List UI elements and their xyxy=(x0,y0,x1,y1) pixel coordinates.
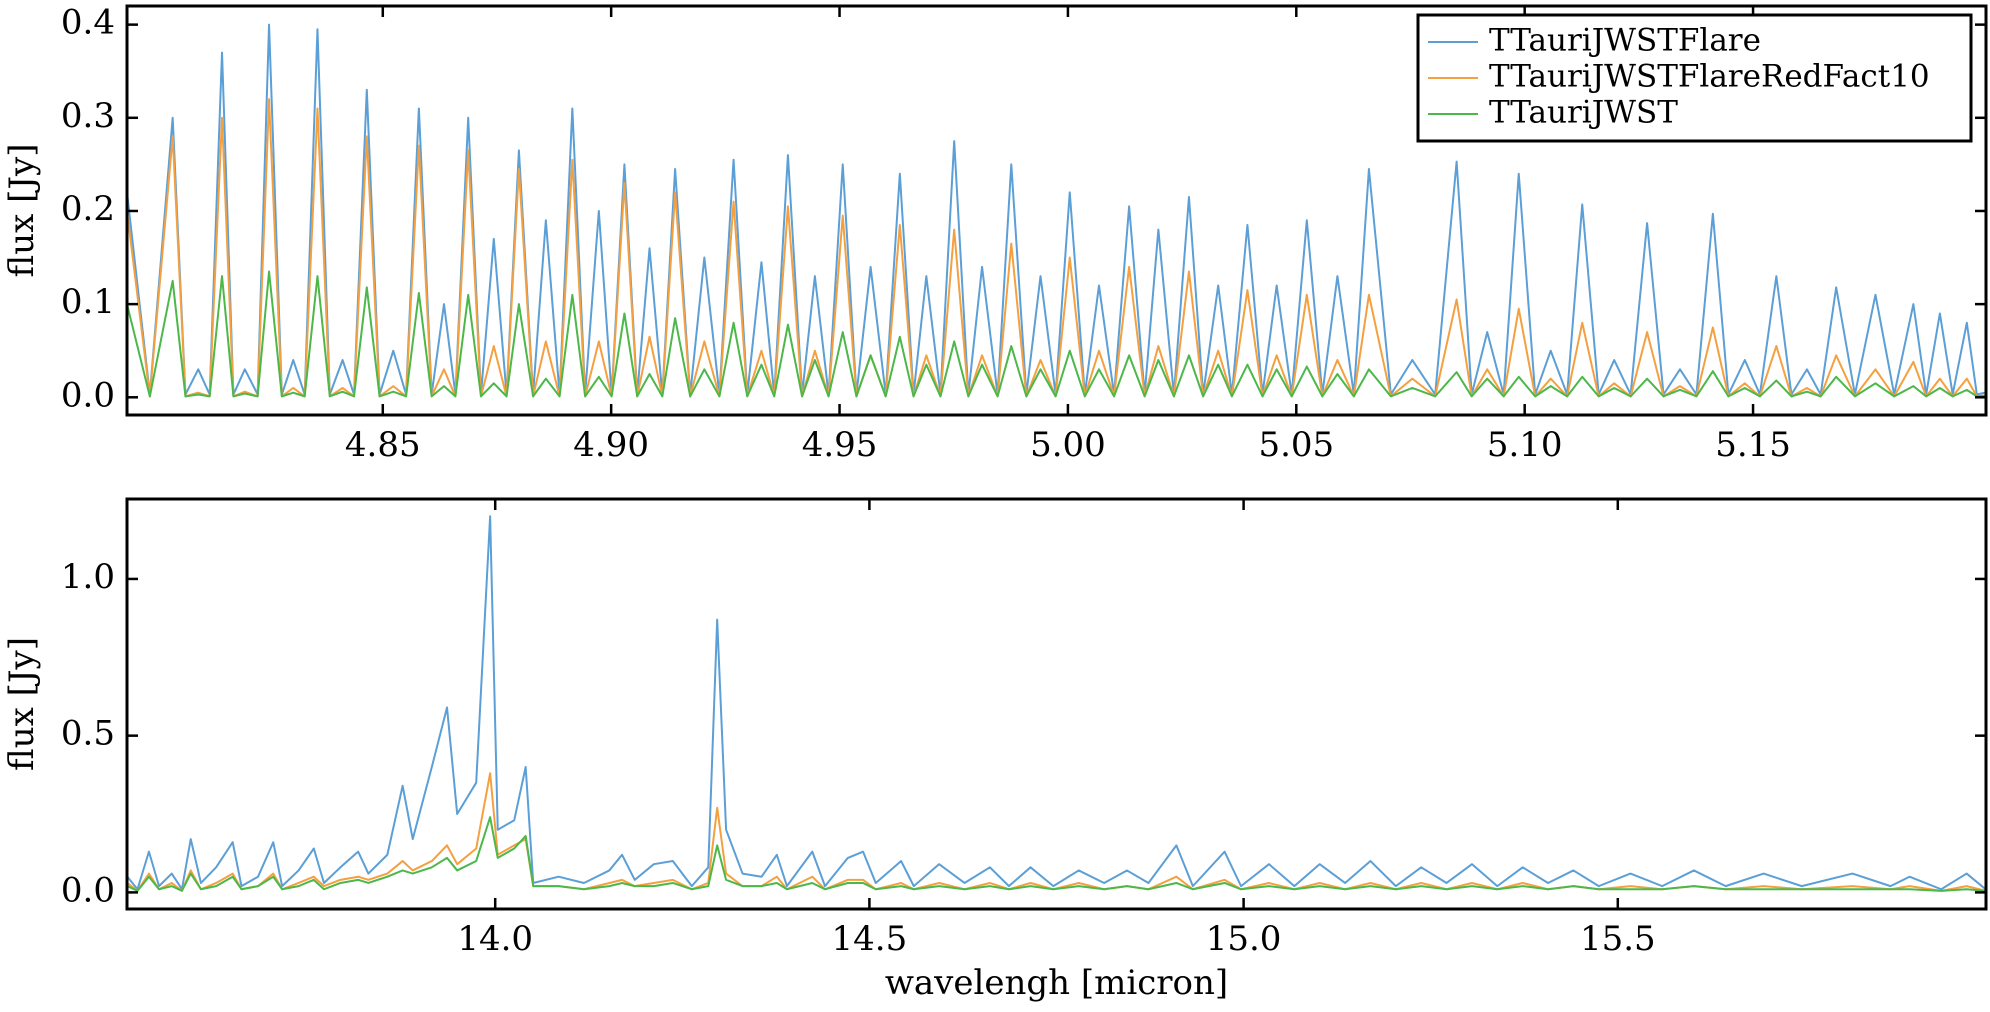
x-tick-label: 5.00 xyxy=(1030,425,1106,465)
x-tick-label: 14.5 xyxy=(832,919,908,959)
y-axis-label: flux [Jy] xyxy=(2,637,42,771)
y-tick-label: 0.2 xyxy=(61,189,115,229)
y-tick-label: 0.5 xyxy=(61,714,115,754)
legend-label: TTauriJWSTFlare xyxy=(1489,23,1761,59)
legend-label: TTauriJWSTFlareRedFact10 xyxy=(1489,59,1930,95)
axes-frame xyxy=(125,497,1988,911)
legend-box xyxy=(1416,13,1973,143)
x-tick-label: 15.5 xyxy=(1580,919,1656,959)
y-tick-label: 1.0 xyxy=(61,557,115,597)
spectrum-line xyxy=(127,515,1986,891)
x-tick-label: 5.15 xyxy=(1715,425,1791,465)
x-tick-label: 5.05 xyxy=(1258,425,1334,465)
spectrum-line xyxy=(127,270,1986,398)
x-tick-label: 15.0 xyxy=(1206,919,1282,959)
legend-label: TTauriJWST xyxy=(1489,95,1678,131)
y-tick-label: 0.1 xyxy=(61,282,115,322)
spectrum-line xyxy=(127,98,1986,398)
x-tick-label: 14.0 xyxy=(457,919,533,959)
x-tick-label: 4.95 xyxy=(802,425,878,465)
y-tick-label: 0.4 xyxy=(61,3,115,43)
x-tick-label: 4.85 xyxy=(345,425,421,465)
x-tick-label: 5.10 xyxy=(1487,425,1563,465)
spectrum-line xyxy=(127,816,1986,892)
x-axis-label: wavelengh [micron] xyxy=(885,963,1228,1003)
y-axis-label: flux [Jy] xyxy=(2,144,42,278)
spectrum-line xyxy=(127,772,1986,892)
y-tick-label: 0.3 xyxy=(61,96,115,136)
x-tick-label: 4.90 xyxy=(573,425,649,465)
y-tick-label: 0.0 xyxy=(61,375,115,415)
y-tick-label: 0.0 xyxy=(61,870,115,910)
